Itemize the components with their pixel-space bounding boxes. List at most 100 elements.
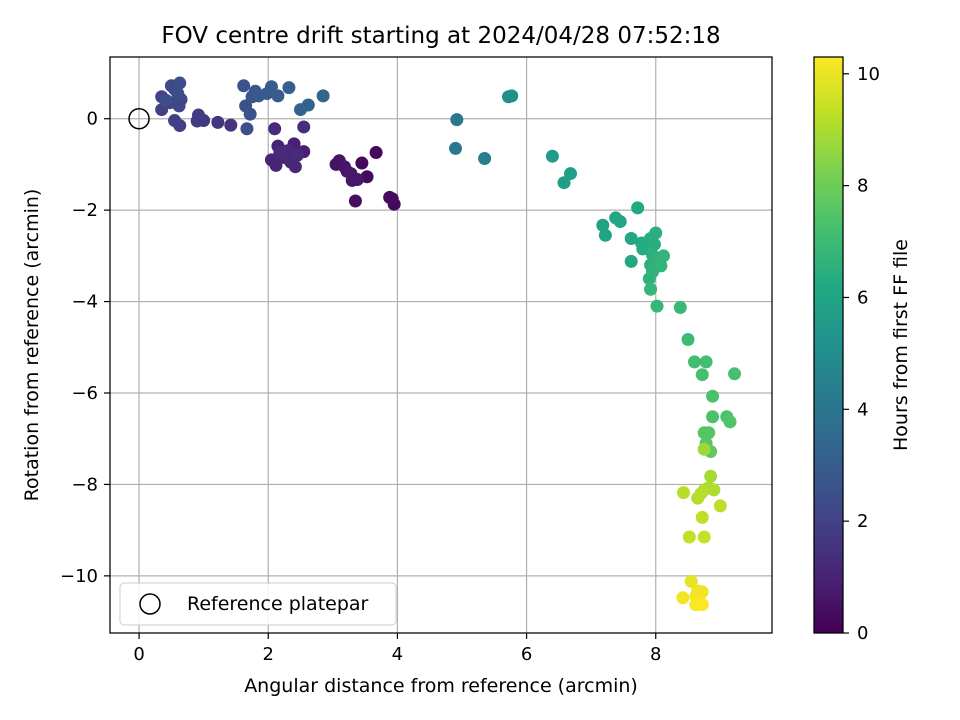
data-point bbox=[706, 389, 720, 403]
data-point bbox=[596, 218, 610, 232]
data-point bbox=[159, 93, 173, 107]
x-tick-label: 8 bbox=[650, 644, 661, 665]
y-tick-label: 0 bbox=[87, 109, 98, 130]
data-point bbox=[173, 76, 187, 90]
colorbar-tick-label: 6 bbox=[857, 287, 868, 308]
data-point bbox=[654, 259, 668, 273]
data-point bbox=[697, 530, 711, 544]
data-point bbox=[449, 141, 463, 155]
data-point bbox=[695, 510, 709, 524]
colorbar-tick-label: 0 bbox=[857, 623, 868, 644]
data-point bbox=[624, 231, 638, 245]
data-point bbox=[636, 242, 650, 256]
legend-marker bbox=[139, 593, 161, 615]
x-tick-label: 2 bbox=[263, 644, 274, 665]
colorbar-tick-label: 8 bbox=[857, 176, 868, 197]
x-tick-label: 6 bbox=[521, 644, 532, 665]
legend: Reference platepar bbox=[119, 582, 397, 626]
data-point bbox=[224, 118, 238, 132]
data-point bbox=[240, 122, 254, 136]
data-point bbox=[697, 442, 711, 456]
colorbar: 0 2 4 6 8 10 Hours from first FF file bbox=[813, 56, 912, 644]
data-point bbox=[282, 81, 296, 95]
data-point bbox=[702, 426, 716, 440]
data-point bbox=[191, 108, 205, 122]
y-tick-label: −10 bbox=[60, 566, 98, 587]
grid bbox=[110, 57, 772, 633]
data-point bbox=[237, 79, 251, 93]
data-point bbox=[273, 146, 287, 160]
data-point bbox=[563, 167, 577, 181]
scatter-points bbox=[155, 76, 742, 612]
data-point bbox=[168, 114, 182, 128]
plot-frame bbox=[109, 56, 773, 634]
data-point bbox=[704, 469, 718, 483]
data-point bbox=[557, 176, 571, 190]
y-tick-label: −4 bbox=[71, 292, 98, 313]
data-point bbox=[316, 89, 330, 103]
data-point bbox=[713, 499, 727, 513]
data-point bbox=[385, 192, 399, 206]
data-point bbox=[450, 113, 464, 127]
data-point bbox=[624, 254, 638, 268]
data-point bbox=[644, 282, 658, 296]
data-point bbox=[290, 148, 304, 162]
data-point bbox=[243, 107, 257, 121]
data-point bbox=[694, 487, 708, 501]
data-point bbox=[699, 355, 713, 369]
colorbar-gradient bbox=[813, 56, 844, 634]
data-point bbox=[681, 333, 695, 347]
data-point bbox=[649, 226, 663, 240]
data-point bbox=[650, 299, 664, 313]
data-point bbox=[211, 115, 225, 129]
colorbar-tick-label: 2 bbox=[857, 511, 868, 532]
legend-box bbox=[119, 582, 397, 626]
data-point bbox=[355, 156, 369, 170]
y-tick-label: −8 bbox=[71, 474, 98, 495]
data-point bbox=[269, 158, 283, 172]
data-point bbox=[171, 87, 185, 101]
reference-marker-group bbox=[128, 107, 150, 130]
data-point bbox=[344, 167, 358, 181]
data-point bbox=[687, 355, 701, 369]
data-point bbox=[268, 122, 282, 136]
legend-entry-reference: Reference platepar bbox=[187, 593, 369, 615]
data-point bbox=[271, 89, 285, 103]
data-point bbox=[348, 194, 362, 208]
data-point bbox=[369, 146, 383, 160]
data-point bbox=[288, 160, 302, 174]
colorbar-ticks: 0 2 4 6 8 10 bbox=[843, 64, 880, 644]
data-point bbox=[656, 249, 670, 263]
colorbar-label: Hours from first FF file bbox=[890, 239, 912, 451]
data-point bbox=[297, 120, 311, 134]
data-point bbox=[728, 367, 742, 381]
colorbar-tick-label: 4 bbox=[857, 399, 868, 420]
data-point bbox=[264, 80, 278, 94]
x-axis: 0 2 4 6 8 bbox=[133, 633, 661, 665]
data-point bbox=[598, 228, 612, 242]
data-point bbox=[684, 574, 698, 588]
data-point bbox=[478, 151, 492, 165]
data-point bbox=[695, 368, 709, 382]
data-point bbox=[682, 530, 696, 544]
data-point bbox=[631, 201, 645, 215]
data-point bbox=[723, 415, 737, 429]
x-axis-label: Angular distance from reference (arcmin) bbox=[244, 675, 638, 697]
data-point bbox=[676, 591, 690, 605]
y-axis: 0 −2 −4 −6 −8 −10 bbox=[60, 109, 110, 587]
data-point bbox=[613, 215, 627, 229]
data-point bbox=[673, 301, 687, 315]
y-tick-label: −2 bbox=[71, 200, 98, 221]
data-point bbox=[301, 98, 315, 112]
colorbar-tick-label: 10 bbox=[857, 64, 880, 85]
data-point bbox=[647, 237, 661, 251]
y-axis-label: Rotation from reference (arcmin) bbox=[21, 189, 43, 502]
data-point bbox=[677, 486, 691, 500]
chart-title: FOV centre drift starting at 2024/04/28 … bbox=[161, 23, 720, 49]
data-point bbox=[505, 89, 519, 103]
data-point bbox=[706, 410, 720, 424]
x-tick-label: 4 bbox=[392, 644, 403, 665]
data-point bbox=[707, 483, 721, 497]
x-tick-label: 0 bbox=[133, 644, 144, 665]
